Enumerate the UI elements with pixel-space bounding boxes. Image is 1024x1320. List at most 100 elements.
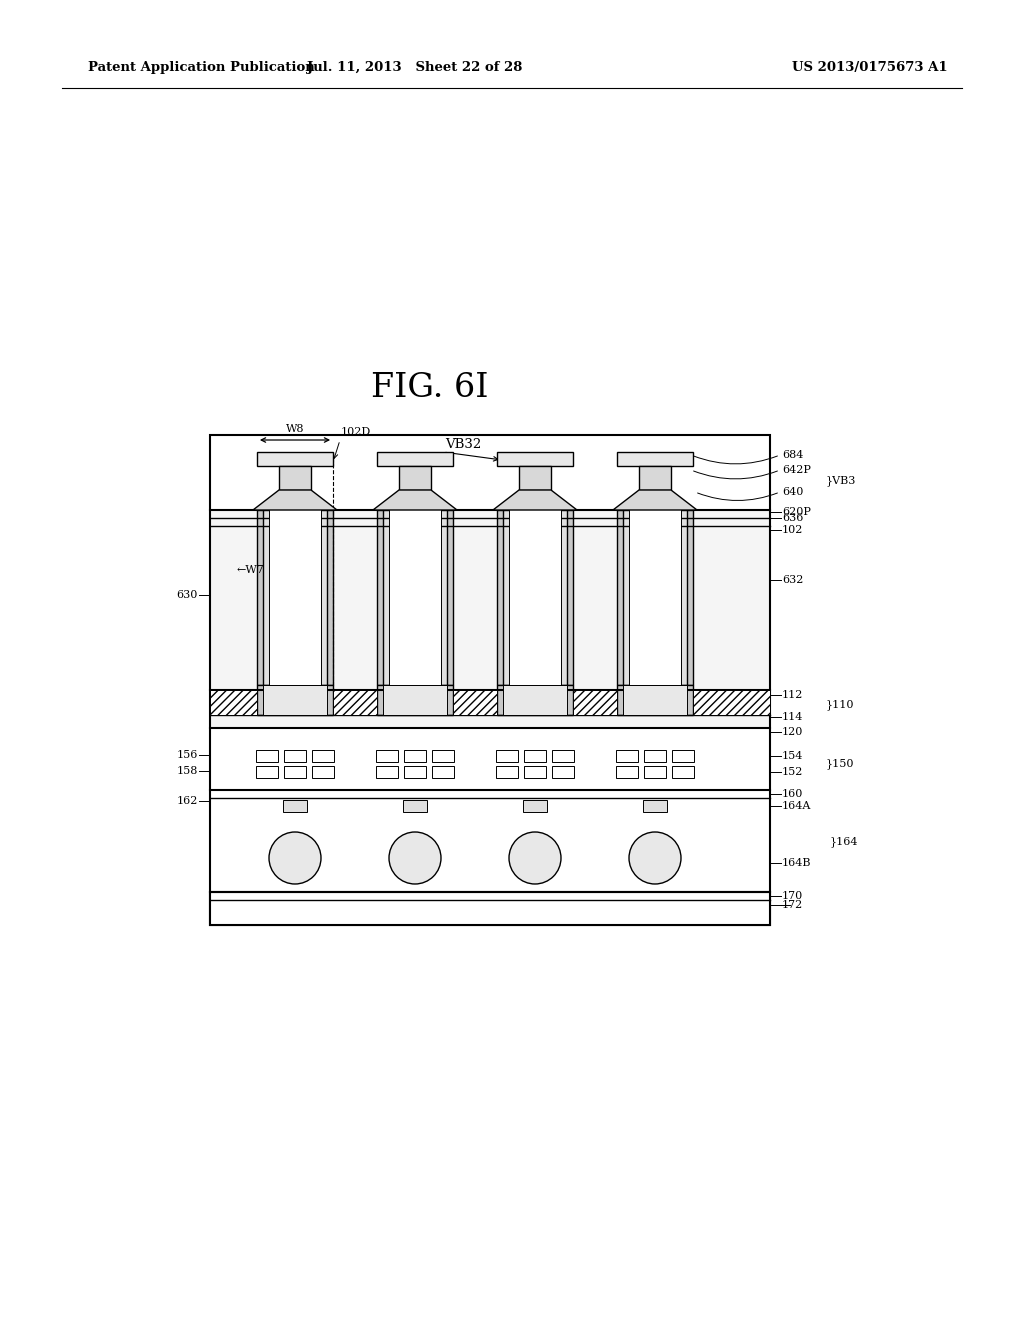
Polygon shape — [263, 510, 327, 685]
Text: 152: 152 — [782, 767, 804, 777]
Polygon shape — [616, 750, 638, 762]
Polygon shape — [643, 800, 667, 812]
Polygon shape — [263, 685, 327, 715]
Polygon shape — [432, 766, 454, 777]
Polygon shape — [377, 510, 453, 685]
Polygon shape — [552, 750, 574, 762]
Polygon shape — [493, 490, 577, 510]
Polygon shape — [269, 510, 321, 685]
Polygon shape — [524, 766, 546, 777]
Text: 114: 114 — [782, 711, 804, 722]
Polygon shape — [672, 750, 694, 762]
Polygon shape — [497, 510, 573, 685]
Text: 158: 158 — [176, 766, 198, 776]
Polygon shape — [496, 750, 518, 762]
Polygon shape — [573, 690, 617, 715]
Polygon shape — [373, 490, 457, 510]
Polygon shape — [257, 685, 333, 715]
Text: 102D: 102D — [341, 426, 372, 437]
Polygon shape — [672, 766, 694, 777]
Polygon shape — [399, 466, 431, 490]
Polygon shape — [404, 766, 426, 777]
Text: 164A: 164A — [782, 801, 811, 810]
Circle shape — [269, 832, 321, 884]
Polygon shape — [497, 685, 573, 715]
Polygon shape — [383, 685, 447, 715]
Polygon shape — [376, 766, 398, 777]
Text: Jul. 11, 2013   Sheet 22 of 28: Jul. 11, 2013 Sheet 22 of 28 — [307, 62, 522, 74]
Polygon shape — [257, 451, 333, 466]
Polygon shape — [284, 766, 306, 777]
Polygon shape — [283, 800, 307, 812]
Text: US 2013/0175673 A1: US 2013/0175673 A1 — [793, 62, 948, 74]
Polygon shape — [496, 766, 518, 777]
Text: 636: 636 — [782, 513, 804, 523]
Text: Patent Application Publication: Patent Application Publication — [88, 62, 314, 74]
Polygon shape — [524, 750, 546, 762]
Polygon shape — [432, 750, 454, 762]
Text: 164B: 164B — [782, 858, 811, 869]
Polygon shape — [644, 750, 666, 762]
Polygon shape — [613, 490, 697, 510]
Polygon shape — [403, 800, 427, 812]
Polygon shape — [333, 690, 377, 715]
Polygon shape — [552, 766, 574, 777]
Polygon shape — [644, 766, 666, 777]
Polygon shape — [629, 510, 681, 685]
Polygon shape — [389, 510, 441, 685]
Polygon shape — [376, 750, 398, 762]
Polygon shape — [383, 510, 447, 685]
Polygon shape — [616, 766, 638, 777]
Text: 632: 632 — [782, 576, 804, 585]
Text: 172: 172 — [782, 900, 803, 909]
Polygon shape — [210, 510, 770, 729]
Text: 630: 630 — [176, 590, 198, 601]
Polygon shape — [617, 451, 693, 466]
Text: W8: W8 — [286, 424, 304, 434]
Polygon shape — [253, 490, 337, 510]
Polygon shape — [617, 685, 693, 715]
Polygon shape — [639, 466, 671, 490]
Polygon shape — [519, 466, 551, 490]
Text: 640: 640 — [782, 487, 804, 498]
Polygon shape — [623, 510, 687, 685]
Text: 684: 684 — [782, 450, 804, 459]
Polygon shape — [312, 766, 334, 777]
Text: 160: 160 — [782, 789, 804, 799]
Text: 112: 112 — [782, 690, 804, 700]
Polygon shape — [503, 510, 567, 685]
Text: 170: 170 — [782, 891, 803, 902]
Polygon shape — [210, 892, 770, 925]
Polygon shape — [453, 690, 497, 715]
Polygon shape — [523, 800, 547, 812]
Polygon shape — [257, 510, 333, 685]
Polygon shape — [693, 690, 770, 715]
Text: 120: 120 — [782, 727, 804, 737]
Text: 162: 162 — [176, 796, 198, 807]
Text: 642P: 642P — [782, 465, 811, 475]
Text: }VB3: }VB3 — [826, 475, 856, 486]
Polygon shape — [312, 750, 334, 762]
Text: FIG. 6I: FIG. 6I — [372, 372, 488, 404]
Polygon shape — [404, 750, 426, 762]
Polygon shape — [497, 451, 573, 466]
Text: 156: 156 — [176, 750, 198, 760]
Polygon shape — [377, 451, 453, 466]
Text: VB32: VB32 — [445, 437, 481, 450]
Text: }164: }164 — [830, 837, 858, 847]
Polygon shape — [256, 766, 278, 777]
Circle shape — [389, 832, 441, 884]
Text: 620P: 620P — [782, 507, 811, 517]
Polygon shape — [284, 750, 306, 762]
Polygon shape — [623, 685, 687, 715]
Polygon shape — [256, 750, 278, 762]
Text: }150: }150 — [826, 759, 854, 770]
Polygon shape — [377, 685, 453, 715]
Circle shape — [629, 832, 681, 884]
Polygon shape — [503, 685, 567, 715]
Text: VB31: VB31 — [512, 603, 548, 616]
Text: 154: 154 — [782, 751, 804, 762]
Text: 102: 102 — [782, 525, 804, 535]
Polygon shape — [279, 466, 311, 490]
Polygon shape — [509, 510, 561, 685]
